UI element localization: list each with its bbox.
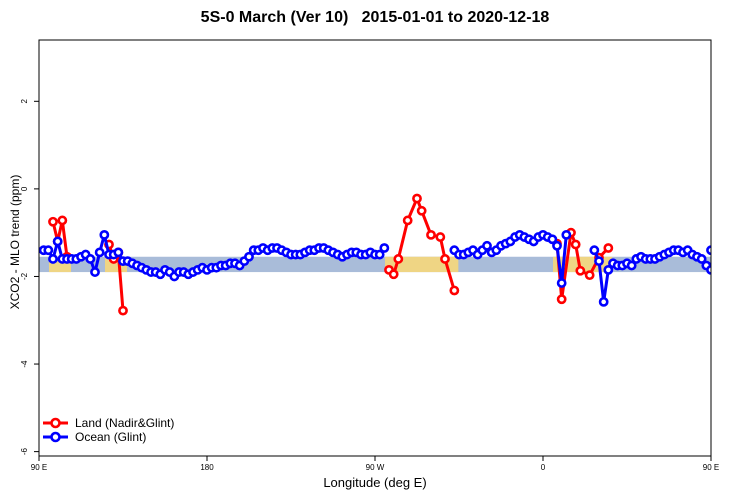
data-point xyxy=(48,254,58,264)
y-axis-label: XCO2 - MLO trend (ppm) xyxy=(8,174,22,310)
data-point xyxy=(598,296,609,307)
series-line-1-3 xyxy=(711,235,750,277)
x-tick-label: 90 W xyxy=(366,463,385,472)
data-point xyxy=(575,265,586,276)
data-point xyxy=(374,249,385,260)
band-highlight-2 xyxy=(385,256,459,273)
data-point xyxy=(735,255,742,262)
x-tick-label: 0 xyxy=(541,463,546,472)
data-point xyxy=(594,256,604,267)
data-point xyxy=(547,234,558,245)
legend-label: Land (Nadir&Glint) xyxy=(75,416,174,430)
data-point xyxy=(379,243,390,253)
data-point xyxy=(721,218,728,225)
data-point xyxy=(552,240,562,251)
data-point xyxy=(726,238,733,245)
band-highlight-4 xyxy=(721,257,743,272)
data-point xyxy=(393,254,404,264)
data-point xyxy=(416,205,427,216)
data-point xyxy=(561,229,572,240)
data-point xyxy=(740,255,747,262)
data-point xyxy=(584,270,595,281)
data-point xyxy=(556,278,567,288)
data-point xyxy=(482,240,492,251)
legend: Land (Nadir&Glint)Ocean (Glint) xyxy=(43,416,174,444)
data-point xyxy=(731,217,738,224)
series-line-0-0 xyxy=(51,218,69,257)
data-point xyxy=(94,247,105,258)
data-point xyxy=(745,253,750,260)
data-point xyxy=(731,255,738,262)
data-point xyxy=(556,294,567,305)
legend-marker xyxy=(50,417,61,429)
data-point xyxy=(449,285,460,296)
data-point xyxy=(726,255,733,262)
y-tick-label: 2 xyxy=(20,99,29,104)
data-point xyxy=(570,239,581,250)
data-point xyxy=(57,215,68,226)
data-point xyxy=(626,260,637,271)
data-point xyxy=(721,238,728,245)
y-tick-label: -2 xyxy=(20,272,29,280)
data-point xyxy=(99,229,110,240)
legend-marker xyxy=(50,431,61,443)
data-point xyxy=(388,269,399,280)
x-tick-label: 90 E xyxy=(703,463,719,472)
series-line-0-2 xyxy=(387,197,456,291)
data-point xyxy=(706,245,711,256)
data-point xyxy=(244,251,254,262)
data-point xyxy=(603,243,614,253)
data-point xyxy=(717,255,724,262)
data-point xyxy=(589,245,600,256)
data-point xyxy=(90,267,100,277)
data-point xyxy=(48,216,58,227)
data-point xyxy=(402,215,413,226)
data-point xyxy=(85,254,96,264)
series-line-0-4 xyxy=(725,220,739,256)
data-point xyxy=(118,305,128,316)
data-point xyxy=(435,232,446,242)
y-tick-label: 0 xyxy=(20,186,29,191)
data-point xyxy=(412,193,422,204)
x-axis-label: Longitude (deg E) xyxy=(323,475,427,490)
data-point xyxy=(52,236,63,247)
legend-label: Ocean (Glint) xyxy=(75,430,146,444)
series-ocean xyxy=(39,229,750,307)
data-point xyxy=(113,247,124,258)
x-tick-label: 90 E xyxy=(31,463,47,472)
data-point xyxy=(696,254,707,264)
y-tick-label: -4 xyxy=(20,360,29,368)
data-point xyxy=(710,248,711,252)
x-tick-label: 180 xyxy=(200,463,214,472)
chart-title: 5S-0 March (Ver 10) 2015-01-01 to 2020-1… xyxy=(200,9,550,26)
data-point xyxy=(706,264,711,275)
data-point xyxy=(440,254,450,264)
data-point xyxy=(603,264,614,275)
data-point xyxy=(426,229,436,240)
y-tick-label: -6 xyxy=(20,448,29,456)
data-point xyxy=(43,245,54,256)
data-point xyxy=(735,253,742,260)
